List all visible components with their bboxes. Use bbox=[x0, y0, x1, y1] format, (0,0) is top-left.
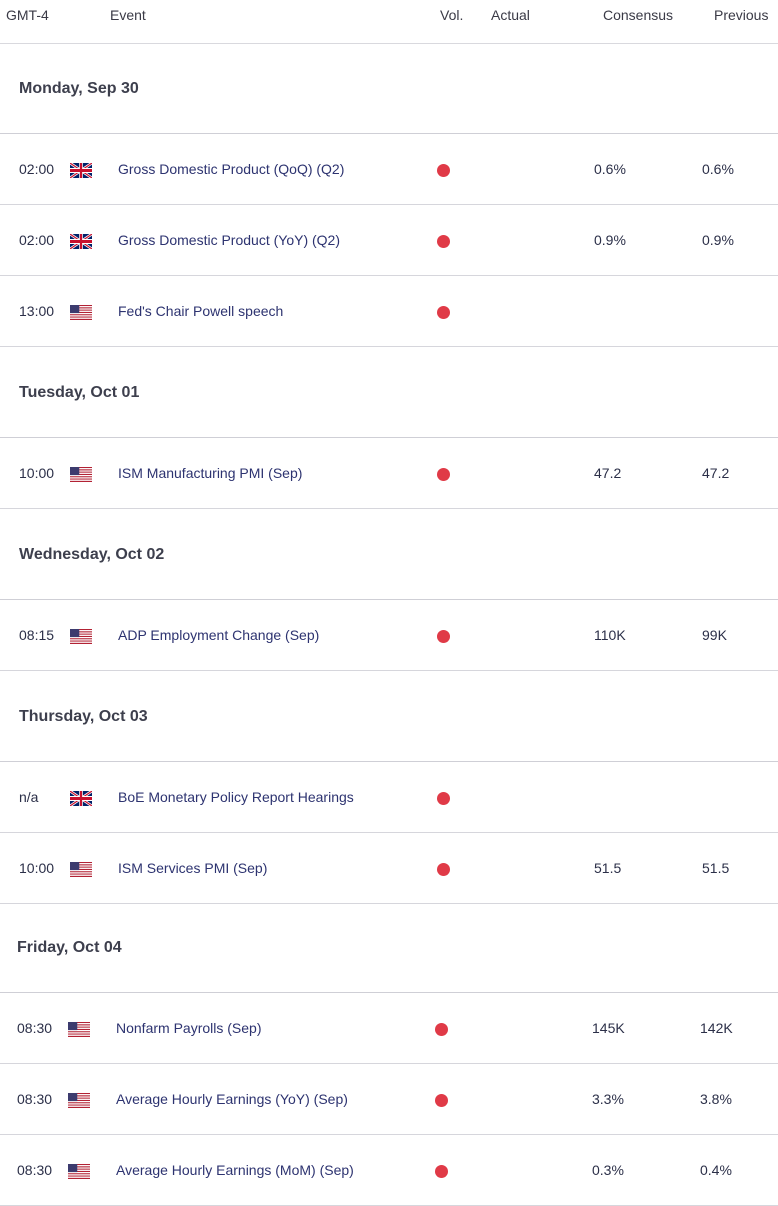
consensus-value: 47.2 bbox=[594, 465, 622, 481]
uk-flag-icon bbox=[69, 789, 93, 808]
consensus-value: 0.3% bbox=[592, 1162, 624, 1178]
day-label: Thursday, Oct 03 bbox=[19, 708, 148, 725]
event-name[interactable]: Gross Domestic Product (QoQ) (Q2) bbox=[118, 161, 345, 177]
event-name[interactable]: Nonfarm Payrolls (Sep) bbox=[116, 1020, 262, 1036]
previous-value: 142K bbox=[700, 1020, 733, 1036]
event-name[interactable]: BoE Monetary Policy Report Hearings bbox=[118, 789, 354, 805]
event-time: 02:00 bbox=[19, 161, 55, 177]
consensus-value: 3.3% bbox=[592, 1091, 624, 1107]
event-time: 08:30 bbox=[17, 1091, 53, 1107]
uk-flag-icon bbox=[69, 232, 93, 251]
volatility-header: Vol. bbox=[440, 7, 464, 23]
previous-value: 3.8% bbox=[700, 1091, 732, 1107]
day-section-header: Tuesday, Oct 01 bbox=[0, 348, 778, 438]
us-flag-icon bbox=[68, 1093, 90, 1108]
event-row[interactable]: n/a BoE Monetary Policy Report Hearings bbox=[0, 762, 778, 833]
event-row[interactable]: 02:00 Gross Domestic Product (YoY) (Q2) 0.… bbox=[0, 205, 778, 276]
event-name[interactable]: Gross Domestic Product (YoY) (Q2) bbox=[118, 232, 340, 248]
previous-value: 51.5 bbox=[702, 860, 730, 876]
event-name[interactable]: Average Hourly Earnings (MoM) (Sep) bbox=[116, 1162, 354, 1178]
high-volatility-dot bbox=[437, 235, 450, 248]
day-label: Monday, Sep 30 bbox=[19, 80, 139, 97]
us-flag-icon bbox=[68, 1164, 90, 1179]
consensus-header: Consensus bbox=[603, 7, 674, 23]
us-flag-icon bbox=[70, 305, 92, 320]
previous-value: 0.9% bbox=[702, 232, 734, 248]
us-flag-icon bbox=[70, 862, 92, 877]
timezone-header[interactable]: GMT-4 bbox=[6, 7, 49, 23]
event-row[interactable]: 02:00 Gross Domestic Product (QoQ) (Q2) 0.… bbox=[0, 134, 778, 205]
previous-header: Previous bbox=[714, 7, 769, 23]
event-time: 10:00 bbox=[19, 465, 55, 481]
high-volatility-dot bbox=[437, 630, 450, 643]
event-time: 10:00 bbox=[19, 860, 55, 876]
high-volatility-dot bbox=[435, 1165, 448, 1178]
consensus-value: 110K bbox=[594, 627, 626, 643]
event-row[interactable]: 08:30 Average Hourly Earnings (MoM) (Sep)… bbox=[0, 1135, 778, 1206]
event-row[interactable]: 13:00 Fed's Chair Powell speech bbox=[0, 276, 778, 347]
event-row[interactable]: 10:00 ISM Services PMI (Sep) 51.5 51.5 bbox=[0, 833, 778, 904]
day-section-header: Wednesday, Oct 02 bbox=[0, 510, 778, 600]
event-header: Event bbox=[110, 7, 146, 23]
event-time: 13:00 bbox=[19, 303, 55, 319]
consensus-value: 145K bbox=[592, 1020, 625, 1036]
event-time: n/a bbox=[19, 789, 39, 805]
day-label: Friday, Oct 04 bbox=[17, 939, 122, 956]
high-volatility-dot bbox=[437, 306, 450, 319]
day-label: Wednesday, Oct 02 bbox=[19, 546, 165, 563]
us-flag-icon bbox=[70, 629, 92, 644]
event-row[interactable]: 08:15 ADP Employment Change (Sep) 110K 99K bbox=[0, 600, 778, 671]
previous-value: 0.6% bbox=[702, 161, 734, 177]
day-section-header: Friday, Oct 04 bbox=[0, 903, 778, 993]
event-name[interactable]: Fed's Chair Powell speech bbox=[118, 303, 284, 319]
high-volatility-dot bbox=[437, 792, 450, 805]
consensus-value: 0.6% bbox=[594, 161, 626, 177]
day-section-header: Thursday, Oct 03 bbox=[0, 672, 778, 762]
us-flag-icon bbox=[70, 467, 92, 482]
high-volatility-dot bbox=[435, 1023, 448, 1036]
event-name[interactable]: ISM Manufacturing PMI (Sep) bbox=[118, 465, 303, 481]
event-name[interactable]: Average Hourly Earnings (YoY) (Sep) bbox=[116, 1091, 348, 1107]
high-volatility-dot bbox=[437, 164, 450, 177]
consensus-value: 51.5 bbox=[594, 860, 622, 876]
previous-value: 47.2 bbox=[702, 465, 730, 481]
consensus-value: 0.9% bbox=[594, 232, 626, 248]
event-name[interactable]: ADP Employment Change (Sep) bbox=[118, 627, 320, 643]
high-volatility-dot bbox=[435, 1094, 448, 1107]
previous-value: 0.4% bbox=[700, 1162, 732, 1178]
event-time: 08:30 bbox=[17, 1162, 53, 1178]
actual-header: Actual bbox=[491, 7, 530, 23]
high-volatility-dot bbox=[437, 863, 450, 876]
event-row[interactable]: 08:30 Average Hourly Earnings (YoY) (Sep)… bbox=[0, 1064, 778, 1135]
event-time: 02:00 bbox=[19, 232, 55, 248]
event-name[interactable]: ISM Services PMI (Sep) bbox=[118, 860, 268, 876]
us-flag-icon bbox=[68, 1022, 90, 1037]
day-label: Tuesday, Oct 01 bbox=[19, 384, 140, 401]
table-header: GMT-4 Event Vol. Actual Consensus Previo… bbox=[0, 0, 778, 44]
event-time: 08:15 bbox=[19, 627, 55, 643]
previous-value: 99K bbox=[702, 627, 727, 643]
uk-flag-icon bbox=[69, 161, 93, 180]
event-row[interactable]: 08:30 Nonfarm Payrolls (Sep) 145K 142K bbox=[0, 993, 778, 1064]
event-time: 08:30 bbox=[17, 1020, 53, 1036]
day-section-header: Monday, Sep 30 bbox=[0, 44, 778, 134]
high-volatility-dot bbox=[437, 468, 450, 481]
event-row[interactable]: 10:00 ISM Manufacturing PMI (Sep) 47.2 47.2 bbox=[0, 438, 778, 509]
